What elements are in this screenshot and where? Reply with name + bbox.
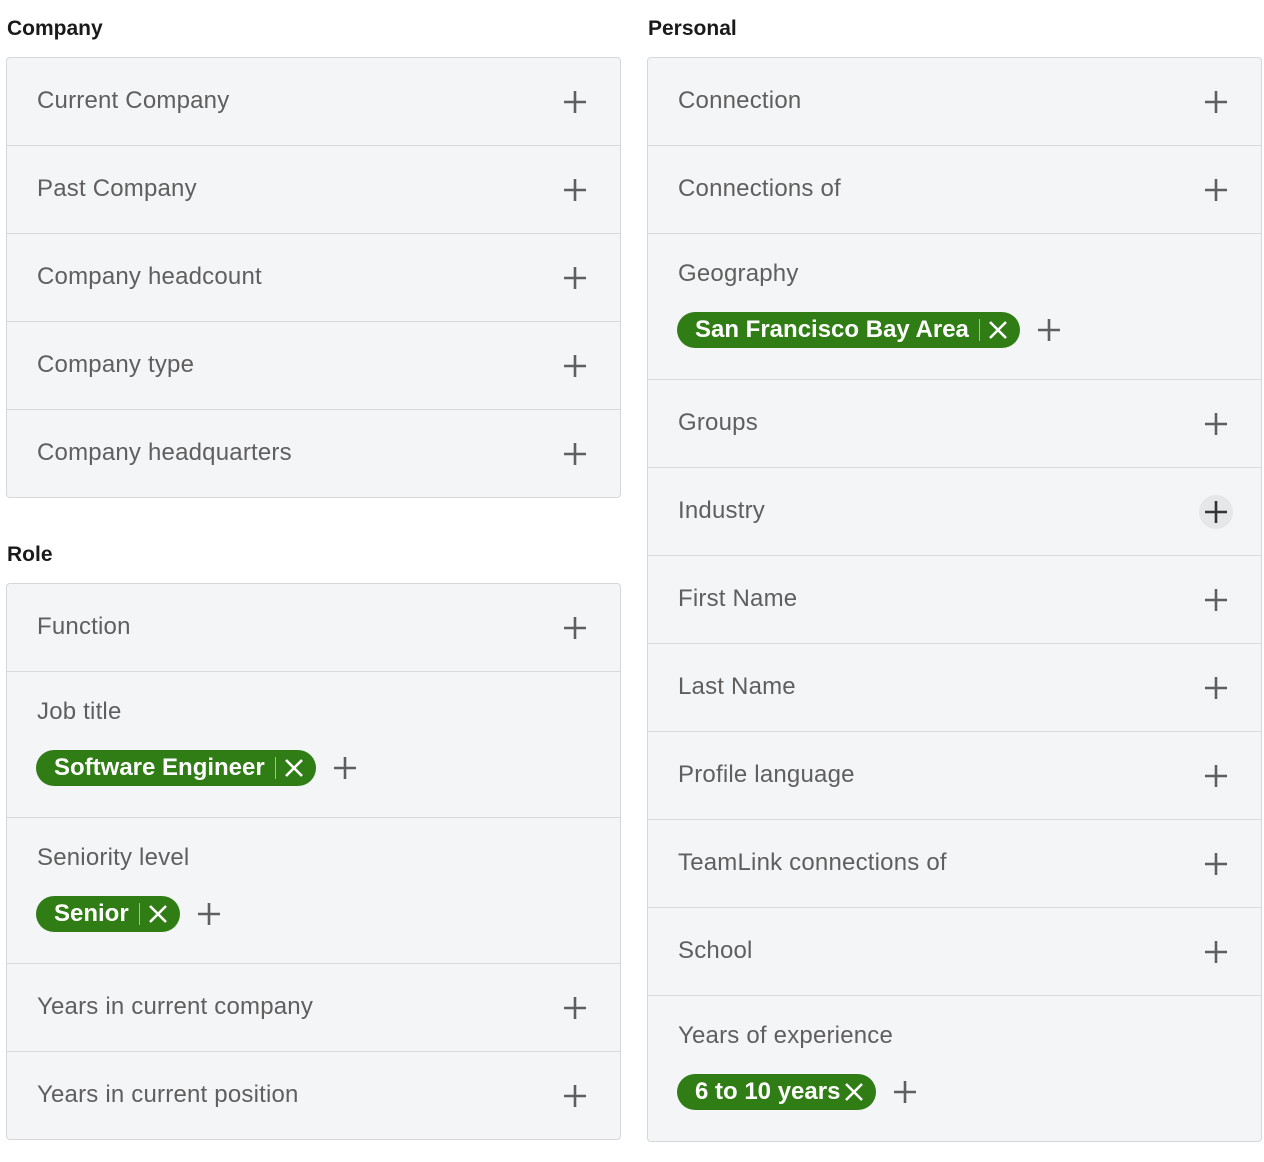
chip-divider bbox=[978, 319, 980, 341]
filter-chip: Senior bbox=[36, 896, 180, 932]
filter-label: School bbox=[678, 937, 753, 964]
filter-last-name[interactable]: Last Name bbox=[648, 644, 1261, 732]
add-filter-plus-icon[interactable] bbox=[558, 173, 592, 207]
filter-past-company[interactable]: Past Company bbox=[7, 146, 620, 234]
add-filter-plus-icon[interactable] bbox=[1199, 583, 1233, 617]
add-filter-plus-icon[interactable] bbox=[1034, 315, 1064, 345]
filter-label: Connection bbox=[678, 87, 802, 114]
chip-label: Software Engineer bbox=[54, 754, 265, 781]
add-filter-plus-icon[interactable] bbox=[558, 991, 592, 1025]
add-filter-plus-icon[interactable] bbox=[1199, 85, 1233, 119]
filter-groups[interactable]: Groups bbox=[648, 380, 1261, 468]
filter-industry[interactable]: Industry bbox=[648, 468, 1261, 556]
filter-group-role: Function Job title Software Engineer Senior… bbox=[6, 583, 621, 1140]
filter-school[interactable]: School bbox=[648, 908, 1261, 996]
add-filter-plus-icon[interactable] bbox=[1199, 407, 1233, 441]
filter-label: Last Name bbox=[678, 673, 796, 700]
filter-group-company: Current Company Past Company Company headc… bbox=[6, 57, 621, 498]
selected-filters: 6 to 10 years bbox=[677, 1074, 920, 1110]
filter-label: Years in current position bbox=[37, 1081, 299, 1108]
filter-label: Industry bbox=[678, 497, 765, 524]
add-filter-plus-icon[interactable] bbox=[558, 611, 592, 645]
right-column: Personal Connection Connections of Geograph… bbox=[647, 0, 1262, 1142]
remove-chip-close-icon[interactable] bbox=[284, 758, 304, 778]
selected-filters: San Francisco Bay Area bbox=[677, 312, 1064, 348]
filter-label: Past Company bbox=[37, 175, 197, 202]
filter-group-personal: Connection Connections of Geography San Fra… bbox=[647, 57, 1262, 1142]
selected-filters: Software Engineer bbox=[36, 750, 360, 786]
filter-label: Company headquarters bbox=[37, 439, 292, 466]
filter-company-type[interactable]: Company type bbox=[7, 322, 620, 410]
section-heading-company: Company bbox=[7, 17, 103, 40]
add-filter-plus-icon[interactable] bbox=[1199, 759, 1233, 793]
add-filter-plus-icon[interactable] bbox=[558, 261, 592, 295]
chip-divider bbox=[274, 757, 276, 779]
add-filter-plus-icon[interactable] bbox=[558, 85, 592, 119]
add-filter-plus-icon[interactable] bbox=[558, 349, 592, 383]
add-filter-plus-icon[interactable] bbox=[558, 437, 592, 471]
filter-label: Company headcount bbox=[37, 263, 262, 290]
add-filter-plus-icon[interactable] bbox=[330, 753, 360, 783]
filter-label: Function bbox=[37, 613, 131, 640]
filter-label: First Name bbox=[678, 585, 798, 612]
remove-chip-close-icon[interactable] bbox=[988, 320, 1008, 340]
section-heading-personal: Personal bbox=[648, 17, 737, 40]
left-column: Company Current Company Past Company Compan… bbox=[6, 0, 621, 1140]
filter-chip: 6 to 10 years bbox=[677, 1074, 877, 1110]
add-filter-plus-icon[interactable] bbox=[890, 1077, 920, 1107]
chip-label: 6 to 10 years bbox=[695, 1078, 841, 1105]
remove-chip-close-icon[interactable] bbox=[148, 904, 168, 924]
filter-label: Connections of bbox=[678, 175, 841, 202]
filter-function[interactable]: Function bbox=[7, 584, 620, 672]
filter-company-headquarters[interactable]: Company headquarters bbox=[7, 410, 620, 497]
filter-job-title[interactable]: Job title Software Engineer bbox=[7, 672, 620, 818]
chip-label: San Francisco Bay Area bbox=[695, 316, 969, 343]
filter-geography[interactable]: Geography San Francisco Bay Area bbox=[648, 234, 1261, 380]
filter-chip: San Francisco Bay Area bbox=[677, 312, 1020, 348]
filter-label: Seniority level bbox=[37, 844, 190, 871]
add-filter-plus-icon[interactable] bbox=[558, 1079, 592, 1113]
add-filter-plus-icon[interactable] bbox=[1199, 173, 1233, 207]
filter-label: Years of experience bbox=[678, 1022, 894, 1049]
filter-connection[interactable]: Connection bbox=[648, 58, 1261, 146]
filter-current-company[interactable]: Current Company bbox=[7, 58, 620, 146]
filter-label: Job title bbox=[37, 698, 122, 725]
section-heading-role: Role bbox=[7, 543, 53, 566]
add-filter-plus-icon[interactable] bbox=[1199, 671, 1233, 705]
filter-label: Geography bbox=[678, 260, 799, 287]
selected-filters: Senior bbox=[36, 896, 224, 932]
filter-teamlink-connections-of[interactable]: TeamLink connections of bbox=[648, 820, 1261, 908]
filter-chip: Software Engineer bbox=[36, 750, 316, 786]
filter-label: Groups bbox=[678, 409, 758, 436]
add-filter-plus-icon[interactable] bbox=[194, 899, 224, 929]
filter-first-name[interactable]: First Name bbox=[648, 556, 1261, 644]
filter-label: TeamLink connections of bbox=[678, 849, 947, 876]
filter-label: Company type bbox=[37, 351, 195, 378]
add-filter-plus-icon[interactable] bbox=[1199, 847, 1233, 881]
filter-years-in-current-position[interactable]: Years in current position bbox=[7, 1052, 620, 1139]
filter-seniority-level[interactable]: Seniority level Senior bbox=[7, 818, 620, 964]
filter-years-of-experience[interactable]: Years of experience 6 to 10 years bbox=[648, 996, 1261, 1141]
filter-years-in-current-company[interactable]: Years in current company bbox=[7, 964, 620, 1052]
chip-label: Senior bbox=[54, 900, 129, 927]
chip-divider bbox=[138, 903, 140, 925]
filter-connections-of[interactable]: Connections of bbox=[648, 146, 1261, 234]
filter-profile-language[interactable]: Profile language bbox=[648, 732, 1261, 820]
filter-label: Profile language bbox=[678, 761, 855, 788]
filter-label: Current Company bbox=[37, 87, 230, 114]
add-filter-plus-icon[interactable] bbox=[1199, 495, 1233, 529]
add-filter-plus-icon[interactable] bbox=[1199, 935, 1233, 969]
remove-chip-close-icon[interactable] bbox=[844, 1082, 864, 1102]
filter-label: Years in current company bbox=[37, 993, 314, 1020]
filter-company-headcount[interactable]: Company headcount bbox=[7, 234, 620, 322]
